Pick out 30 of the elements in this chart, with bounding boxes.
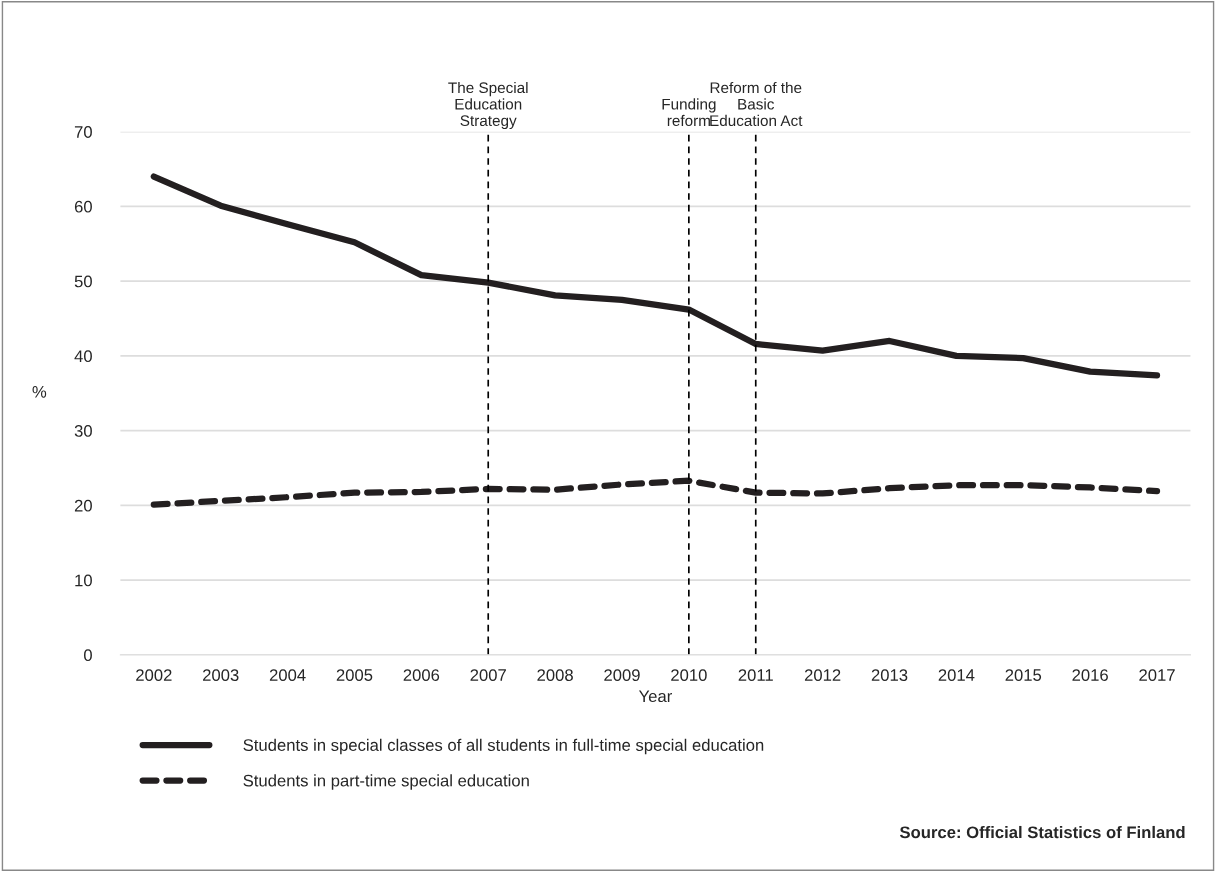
y-axis-title: % (32, 386, 47, 398)
x-tick-label: 2011 (738, 669, 773, 681)
y-tick-label: 10 (75, 574, 92, 587)
y-tick-label: 70 (74, 126, 92, 138)
x-tick-label: 2015 (1005, 669, 1042, 681)
y-tick-label: 50 (74, 275, 92, 288)
legend-label: Students in part-time special education (243, 774, 529, 790)
x-tick-label: 2009 (604, 669, 640, 681)
x-tick-label: 2005 (336, 669, 373, 681)
x-tick-label: 2016 (1072, 669, 1108, 681)
legend-label: Students in special classes of all students in full-time special education (243, 738, 764, 755)
x-tick-label: 2004 (269, 669, 306, 681)
x-tick-label: 2008 (537, 669, 573, 681)
x-tick-label: 2007 (470, 669, 506, 681)
y-tick-label: 60 (74, 200, 92, 213)
x-tick-label: 2003 (203, 669, 239, 681)
source-note: Source: Official Statistics of Finland (899, 825, 1185, 839)
y-tick-label: 20 (74, 499, 92, 512)
x-axis-title: Year (638, 690, 672, 703)
y-tick-label: 0 (83, 649, 92, 662)
x-tick-label: 2006 (403, 669, 440, 681)
x-tick-label: 2017 (1139, 669, 1175, 681)
y-tick-label: 40 (74, 350, 92, 363)
y-tick-label: 30 (74, 425, 92, 437)
x-tick-label: 2014 (938, 669, 975, 681)
ref-line-label: The Special Education Strategy (448, 81, 528, 130)
x-tick-label: 2002 (136, 669, 172, 681)
x-tick-label: 2012 (804, 669, 841, 681)
x-tick-label: 2010 (671, 669, 707, 681)
x-tick-label: 2013 (871, 669, 908, 681)
